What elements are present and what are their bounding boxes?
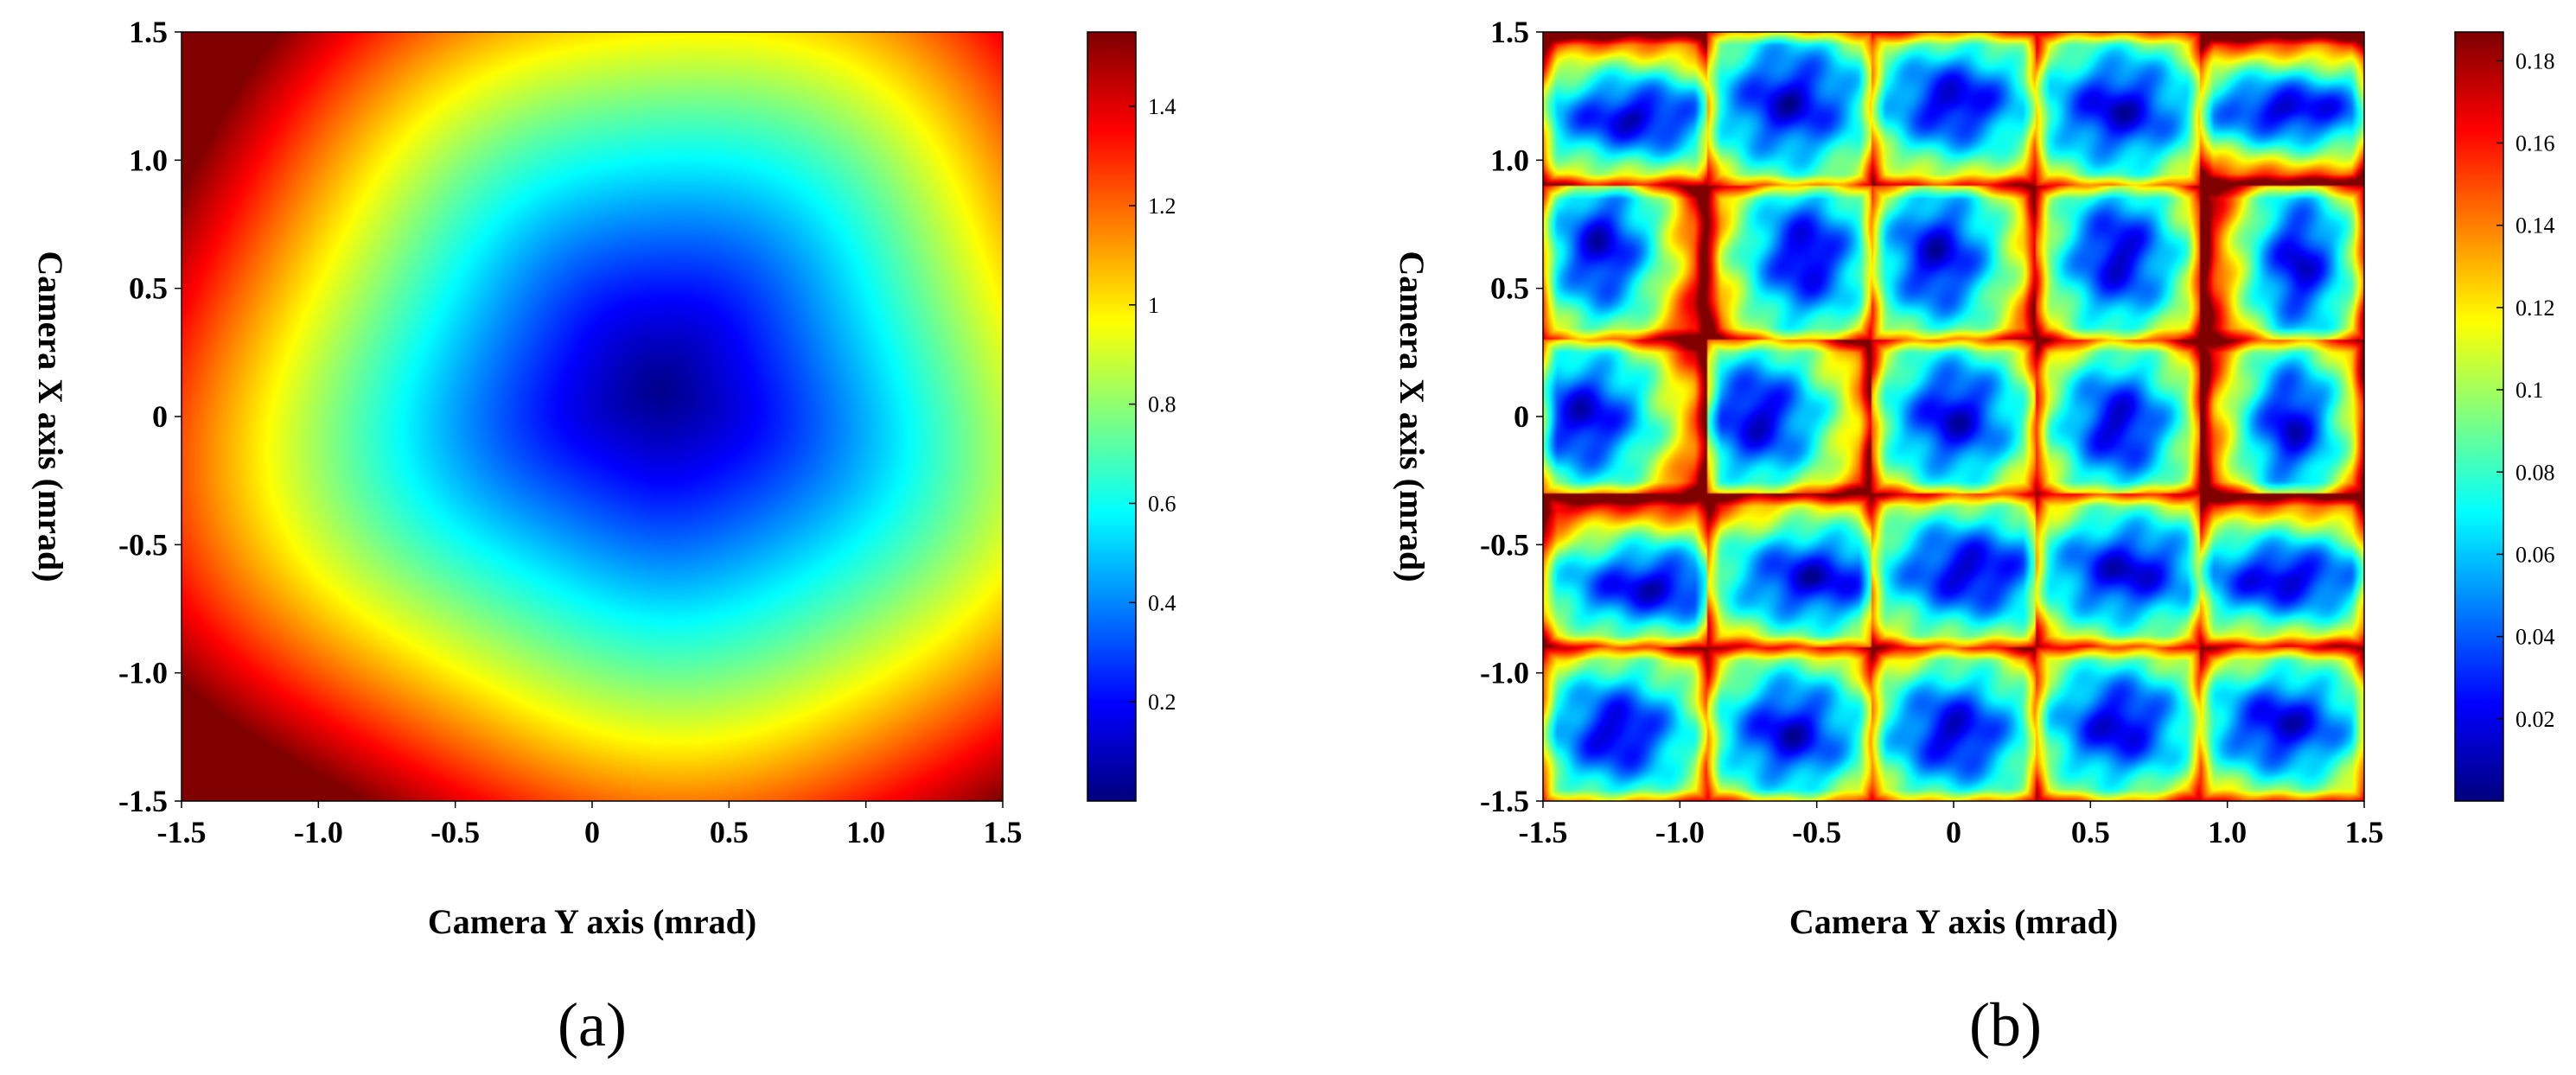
y-tick-label: 0	[152, 399, 168, 434]
x-tick-label: -0.5	[1792, 815, 1841, 849]
y-tick-label: 0.5	[1490, 271, 1529, 306]
colorbar-frame	[2454, 31, 2504, 802]
x-axis-label-a: Camera Y axis (mrad)	[428, 902, 756, 941]
colorbar-tick-label: 0.08	[2515, 460, 2555, 485]
panel-a: -1.5 -1.0 -0.5 0 0.5 1.0 1.5 -1.5 -1.0 -0.5 0 0.5 1.…	[31, 15, 1176, 1059]
axes-b: -1.5 -1.0 -0.5 0 0.5 1.0 1.5 -1.5 -1.0 -0.5 0 0.5 1.…	[1480, 15, 2555, 849]
x-tick-label: 0	[1946, 815, 1961, 849]
x-tick-label: 1.0	[846, 815, 885, 849]
y-tick-label: 1.0	[1490, 143, 1529, 177]
x-tick-label: -1.5	[1519, 815, 1568, 849]
panel-label-b: (b)	[1969, 990, 2042, 1059]
y-tick-label: 1.5	[1490, 15, 1529, 49]
y-tick-label: 1.5	[129, 15, 168, 49]
x-tick-label: -1.0	[1655, 815, 1705, 849]
x-tick-label: -1.0	[294, 815, 343, 849]
heatmap-b	[1543, 32, 2364, 801]
colorbar-tick-label: 0.04	[2515, 625, 2555, 650]
x-tick-label: 0.5	[2071, 815, 2110, 849]
colorbar-tick-label: 1.2	[1148, 194, 1176, 219]
y-tick-label: -1.0	[1480, 656, 1529, 690]
colorbar-tick-label: 1.4	[1148, 94, 1176, 119]
y-axis-label-b: Camera X axis (mrad)	[1393, 251, 1431, 582]
colorbar-tick-label: 0.18	[2515, 48, 2555, 73]
heatmap-a	[182, 32, 1003, 801]
x-tick-label: 0.5	[710, 815, 749, 849]
colorbar-tick-label: 0.8	[1148, 392, 1176, 417]
x-tick-label: -1.5	[157, 815, 207, 849]
x-tick-label: -0.5	[430, 815, 480, 849]
x-tick-label: 0	[584, 815, 600, 849]
colorbar-a	[1087, 32, 1136, 801]
colorbar-tick-label: 0.12	[2515, 296, 2555, 321]
colorbar-tick-label: 0.06	[2515, 542, 2555, 567]
colorbar-tick-label: 0.6	[1148, 491, 1176, 516]
x-tick-label: 1.5	[984, 815, 1023, 849]
axes-a: -1.5 -1.0 -0.5 0 0.5 1.0 1.5 -1.5 -1.0 -0.5 0 0.5 1.…	[118, 15, 1176, 849]
panel-label-a: (a)	[558, 990, 627, 1059]
x-tick-label: 1.5	[2345, 815, 2384, 849]
y-tick-label: 0.5	[129, 271, 168, 306]
y-axis-label-a: Camera X axis (mrad)	[31, 251, 70, 582]
y-tick-label: -0.5	[118, 527, 168, 562]
y-tick-label: 0	[1514, 399, 1529, 434]
panel-b: -1.5 -1.0 -0.5 0 0.5 1.0 1.5 -1.5 -1.0 -0.5 0 0.5 1.…	[1393, 15, 2555, 1059]
x-axis-label-b: Camera Y axis (mrad)	[1789, 902, 2118, 941]
colorbar-tick-label: 0.1	[2515, 378, 2544, 403]
colorbar-frame	[1087, 31, 1137, 802]
colorbar-tick-label: 1	[1148, 293, 1159, 318]
colorbar-tick-label: 0.02	[2515, 707, 2555, 732]
x-tick-label: 1.0	[2208, 815, 2247, 849]
y-tick-label: -1.5	[118, 784, 168, 818]
colorbar-b	[2455, 32, 2503, 801]
colorbar-tick-label: 0.16	[2515, 131, 2555, 156]
y-tick-label: -0.5	[1480, 527, 1529, 562]
y-tick-label: -1.0	[118, 656, 168, 690]
colorbar-tick-label: 0.14	[2515, 213, 2555, 239]
y-tick-label: -1.5	[1480, 784, 1529, 818]
colorbar-tick-label: 0.2	[1148, 690, 1176, 715]
colorbar-tick-label: 0.4	[1148, 590, 1176, 615]
y-tick-label: 1.0	[129, 143, 168, 177]
